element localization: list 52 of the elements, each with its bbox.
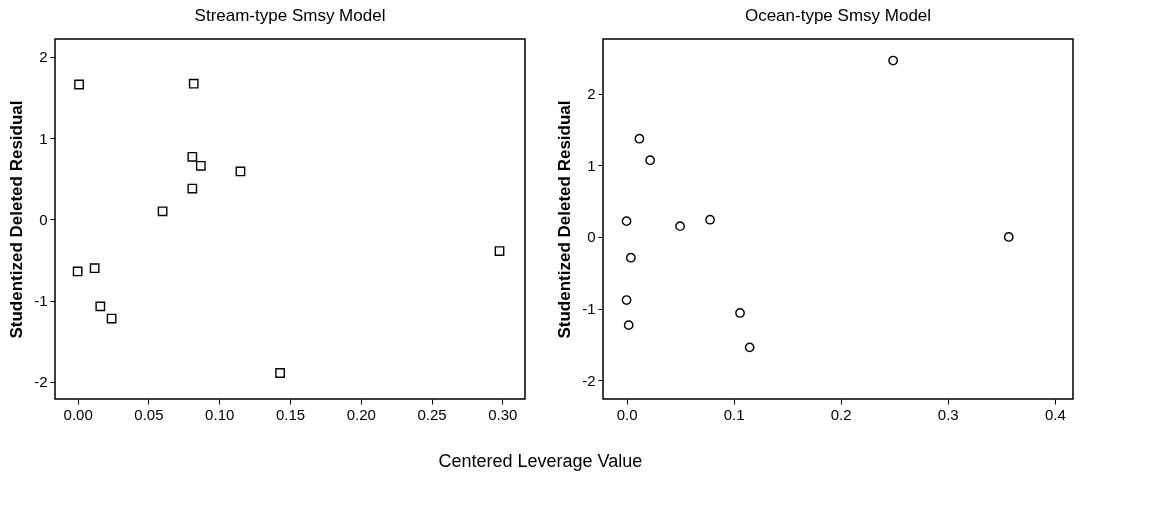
point	[634, 133, 645, 144]
y-tick-label: 1	[587, 156, 596, 174]
point	[187, 151, 198, 162]
point	[735, 308, 745, 318]
y-tick-label: 1	[39, 129, 48, 147]
point	[675, 221, 685, 232]
point	[72, 266, 83, 277]
y-tick-label: -2	[582, 371, 596, 389]
x-tick-label: 0.00	[63, 405, 93, 423]
y-tick-label: 2	[39, 48, 48, 66]
point	[494, 246, 505, 256]
x-tick-label: 0.10	[205, 405, 235, 423]
point	[188, 78, 199, 89]
y-axis-title: Studentized Deleted Residual	[7, 100, 27, 339]
x-tick-label: 0.15	[275, 405, 306, 423]
x-tick-label: 0.05	[134, 405, 164, 423]
y-tick-label: 0	[587, 228, 596, 246]
point	[95, 301, 106, 312]
y-tick-label: -2	[34, 373, 48, 391]
point	[1003, 232, 1014, 242]
point	[157, 206, 168, 217]
point	[744, 342, 755, 353]
y-tick-label: -1	[582, 300, 596, 318]
x-tick-label: 0.4	[1044, 405, 1066, 423]
point	[187, 183, 198, 194]
y-tick-label: -1	[34, 292, 48, 310]
y-axis-title: Studentized Deleted Residual	[555, 100, 575, 339]
x-tick-label: 0.2	[830, 405, 852, 423]
point	[235, 166, 246, 177]
point	[623, 320, 634, 331]
y-tick-label: 0	[39, 210, 48, 228]
point	[621, 295, 632, 305]
point	[275, 368, 285, 378]
point	[705, 214, 715, 225]
point	[89, 263, 100, 274]
x-tick-label: 0.1	[723, 405, 745, 423]
point	[621, 216, 632, 227]
x-tick-label: 0.25	[417, 405, 447, 423]
point	[195, 160, 206, 171]
chart-title: Ocean-type Smsy Model	[744, 6, 932, 25]
chart-title: Stream-type Smsy Model	[194, 6, 386, 25]
x-tick-label: 0.0	[616, 405, 638, 423]
point	[625, 252, 636, 263]
point	[645, 155, 655, 166]
y-tick-label: 2	[587, 85, 596, 102]
point	[888, 55, 899, 66]
point	[74, 79, 84, 90]
point	[106, 313, 117, 324]
x-axis-title: Centered Leverage Value	[438, 450, 643, 471]
x-tick-label: 0.30	[488, 405, 518, 423]
x-tick-label: 0.20	[346, 405, 376, 423]
x-tick-label: 0.3	[937, 405, 959, 423]
